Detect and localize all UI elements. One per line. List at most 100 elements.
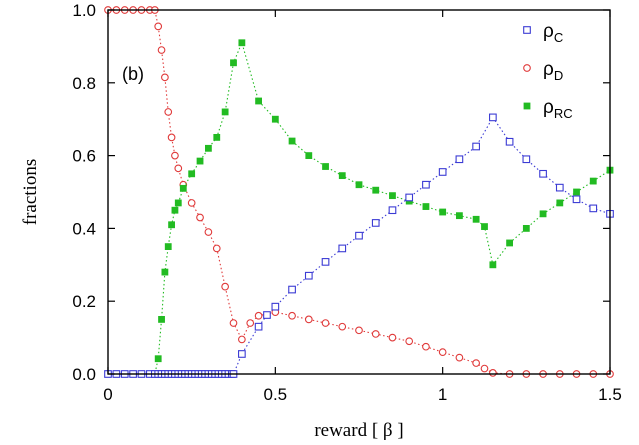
data-point-rho-rc (589, 177, 597, 185)
data-point-rho-c (371, 219, 380, 227)
data-point-rho-d (187, 199, 196, 207)
legend-item-rho-rc: ρRC (523, 97, 573, 121)
data-point-rho-rc (213, 134, 221, 141)
data-point-rho-d (229, 319, 238, 327)
data-point-rho-rc (489, 261, 497, 269)
data-point-rho-c (388, 206, 397, 215)
legend-marker-rho-rc (523, 102, 531, 110)
data-point-rho-rc (205, 144, 212, 152)
data-point-rho-d (480, 364, 489, 373)
legend-marker-rho-c (523, 26, 531, 34)
series-rho-d (104, 6, 614, 378)
data-point-rho-d (154, 22, 163, 31)
data-point-rho-rc (188, 170, 196, 178)
data-point-rho-rc (506, 239, 513, 247)
data-point-rho-d (171, 151, 179, 160)
data-point-rho-rc (271, 115, 279, 123)
data-point-rho-d (472, 359, 480, 367)
data-point-rho-d (164, 108, 173, 116)
data-point-rho-d (422, 342, 430, 351)
data-point-rho-rc (179, 184, 187, 192)
data-point-rho-c (455, 155, 464, 164)
legend-label-rho-c: ρC (543, 21, 563, 45)
x-tick-label: 1.5 (598, 385, 622, 404)
x-tick-label: 0.5 (264, 385, 288, 404)
data-point-rho-d (221, 282, 229, 291)
ticks-layer: 0 0.5 1 1.5 0.0 0.2 0.4 0.6 0.8 1.0 (72, 1, 621, 404)
series-line-rho-rc (108, 41, 611, 375)
data-point-rho-rc (154, 355, 162, 363)
data-point-rho-c (589, 204, 598, 213)
data-point-rho-c (572, 195, 581, 204)
x-tick-label: 0 (103, 385, 112, 404)
data-point-rho-rc (456, 212, 463, 220)
data-point-rho-rc (522, 225, 530, 232)
data-point-rho-d (161, 73, 169, 82)
data-point-rho-d (254, 311, 263, 320)
legend-label-rho-rc: ρRC (543, 97, 573, 121)
data-point-rho-rc (171, 206, 179, 214)
data-point-rho-c (338, 244, 347, 253)
panel-label: (b) (122, 64, 144, 84)
data-point-rho-c (254, 322, 263, 331)
data-point-rho-d (371, 330, 380, 338)
data-point-rho-c (438, 168, 447, 176)
data-point-rho-rc (338, 172, 346, 180)
data-point-rho-d (304, 315, 313, 324)
data-point-rho-c (472, 142, 480, 151)
data-point-rho-d (489, 369, 497, 377)
series-rho-c (104, 113, 614, 378)
data-point-rho-rc (196, 157, 204, 165)
data-point-rho-rc (322, 163, 329, 170)
data-point-rho-d (388, 333, 397, 342)
data-point-rho-rc (158, 316, 165, 323)
data-point-rho-rc (556, 199, 564, 207)
data-point-rho-rc (439, 208, 447, 216)
data-point-rho-rc (230, 59, 237, 67)
x-tick-label: 1 (438, 385, 447, 404)
data-point-rho-c (522, 155, 531, 164)
y-tick-label: 0.6 (72, 147, 96, 166)
data-point-rho-d (212, 244, 221, 253)
data-point-rho-c (355, 231, 363, 240)
legend-item-rho-d: ρD (523, 59, 563, 83)
data-point-rho-rc (221, 108, 229, 116)
data-point-rho-rc (539, 210, 547, 218)
series-line-rho-d (108, 9, 610, 375)
data-point-rho-rc (472, 215, 480, 223)
data-point-rho-c (321, 258, 330, 266)
data-point-rho-d (167, 133, 176, 142)
x-axis-title: reward [ β ] (314, 420, 403, 441)
data-point-rho-c (505, 137, 514, 146)
legend-label-rho-d: ρD (543, 59, 563, 83)
data-point-rho-rc (288, 137, 296, 145)
data-point-rho-d (288, 311, 296, 320)
legend-item-rho-c: ρC (523, 21, 563, 45)
data-point-rho-rc (573, 188, 580, 196)
data-point-rho-rc (372, 186, 380, 194)
data-point-rho-rc (255, 97, 262, 105)
data-point-rho-c (263, 311, 271, 319)
legend-marker-rho-d (523, 64, 531, 72)
data-point-rho-rc (174, 199, 182, 207)
data-point-rho-d (405, 337, 414, 346)
data-point-rho-c (288, 285, 296, 294)
data-point-rho-rc (161, 268, 169, 276)
data-point-rho-d (338, 322, 347, 331)
y-tick-label: 0.4 (72, 219, 96, 238)
data-point-rho-d (196, 213, 204, 222)
y-tick-label: 0.2 (72, 292, 96, 311)
y-tick-label: 0.8 (72, 74, 96, 93)
data-point-rho-c (271, 302, 280, 311)
data-point-rho-rc (238, 39, 246, 47)
data-point-rho-d (204, 228, 213, 236)
data-point-rho-c (405, 193, 414, 202)
data-point-rho-d (455, 353, 464, 362)
data-point-rho-c (489, 113, 497, 122)
data-point-rho-d (321, 319, 330, 327)
series-layer (104, 6, 614, 378)
data-point-rho-c (539, 169, 547, 178)
data-point-rho-rc (422, 203, 430, 210)
y-axis-title: fractions (20, 159, 41, 225)
